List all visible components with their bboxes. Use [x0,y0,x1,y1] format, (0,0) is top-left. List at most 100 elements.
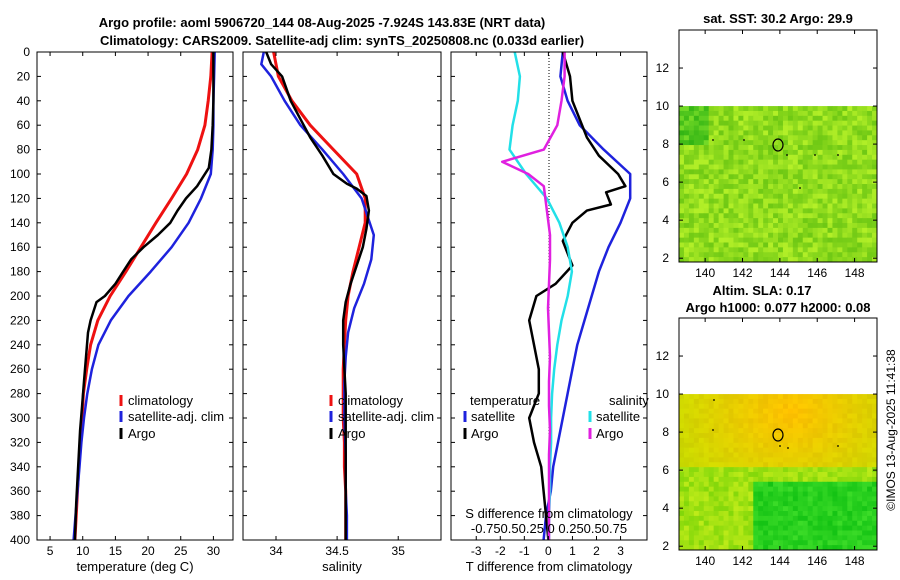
heatmap-cell [733,457,739,463]
heatmap-cell [733,394,739,400]
heatmap-cell [837,188,843,195]
heatmap-cell [708,232,715,239]
heatmap-cell [768,530,774,536]
heatmap-cell [862,530,868,536]
heatmap-cell [857,520,863,527]
heatmap-cell [807,218,814,224]
heatmap-cell [842,218,848,224]
heatmap-cell [802,110,809,117]
heatmap-cell [688,140,695,146]
heatmap-cell [693,203,700,209]
heatmap-cell [703,154,710,161]
heatmap-cell [723,252,729,258]
map-dot [837,154,839,156]
depth-tick-label: 400 [10,533,30,547]
heatmap-cell [822,237,828,243]
heatmap-cell [683,452,690,458]
heatmap-cell [693,252,700,258]
heatmap-cell [738,413,744,419]
heatmap-cell [817,247,823,253]
heatmap-cell [679,174,685,180]
heatmap-cell [837,413,843,419]
heatmap-cell [872,437,878,444]
heatmap-cell [812,501,818,507]
heatmap-cell [693,198,700,204]
heatmap-cell [797,394,804,400]
heatmap-cell [688,413,695,419]
heatmap-cell [693,491,700,497]
heatmap-cell [837,428,843,434]
heatmap-cell [797,433,804,439]
heatmap-cell [703,452,710,458]
heatmap-cell [832,120,838,126]
heatmap-cell [812,433,818,439]
heatmap-cell [698,423,705,429]
heatmap-cell [807,496,814,502]
heatmap-cell [688,208,695,214]
heatmap-cell [703,106,710,112]
heatmap-cell [679,164,685,170]
heatmap-cell [857,496,863,502]
heatmap-cell [782,213,789,219]
heatmap-cell [723,140,729,146]
heatmap-cell [852,496,858,502]
heatmap-cell [817,540,823,546]
heatmap-cell [763,184,769,190]
heatmap-cell [822,472,828,478]
heatmap-cell [862,472,868,478]
heatmap-cell [852,437,858,444]
heatmap-cell [857,130,863,136]
heatmap-cell [688,252,695,258]
heatmap-cell [827,184,833,190]
heatmap-cell [738,511,744,517]
heatmap-cell [748,106,754,112]
heatmap-cell [773,398,779,405]
heatmap-cell [817,491,823,497]
heatmap-cell [807,428,814,434]
heatmap-cell [683,540,690,546]
heatmap-cell [872,403,878,410]
heatmap-cell [718,511,724,517]
heatmap-cell [778,193,784,200]
heatmap-cell [778,179,784,185]
heatmap-cell [862,408,868,414]
heatmap-cell [862,467,868,473]
heatmap-cell [718,193,724,200]
heatmap-cell [807,433,814,439]
heatmap-cell [693,130,700,136]
heatmap-cell [713,174,719,180]
heatmap-cell [738,447,744,453]
heatmap-cell [842,403,848,410]
heatmap-cell [797,540,804,546]
heatmap-cell [797,501,804,507]
heatmap-cell [832,506,838,512]
heatmap-cell [847,530,853,536]
heatmap-cell [827,179,833,185]
heatmap-cell [758,120,764,126]
heatmap-cell [807,394,814,400]
heatmap-cell [713,403,719,410]
heatmap-cell [778,257,784,263]
heatmap-cell [773,433,779,439]
heatmap-cell [708,491,715,497]
heatmap-cell [718,457,724,463]
heatmap-cell [797,437,804,444]
heatmap-cell [817,423,823,429]
heatmap-cell [862,545,868,551]
heatmap-cell [778,252,784,258]
heatmap-cell [857,232,863,239]
heatmap-cell [817,159,823,165]
heatmap-cell [847,198,853,204]
heatmap-cell [763,496,769,502]
heatmap-cell [763,457,769,463]
heatmap-cell [718,545,724,551]
heatmap-cell [728,203,734,209]
heatmap-cell [753,496,759,502]
heatmap-cell [857,110,863,117]
heatmap-cell [837,476,843,483]
heatmap-cell [802,511,809,517]
heatmap-cell [832,394,838,400]
heatmap-cell [812,149,818,156]
heatmap-cell [718,242,724,248]
heatmap-cell [758,193,764,200]
